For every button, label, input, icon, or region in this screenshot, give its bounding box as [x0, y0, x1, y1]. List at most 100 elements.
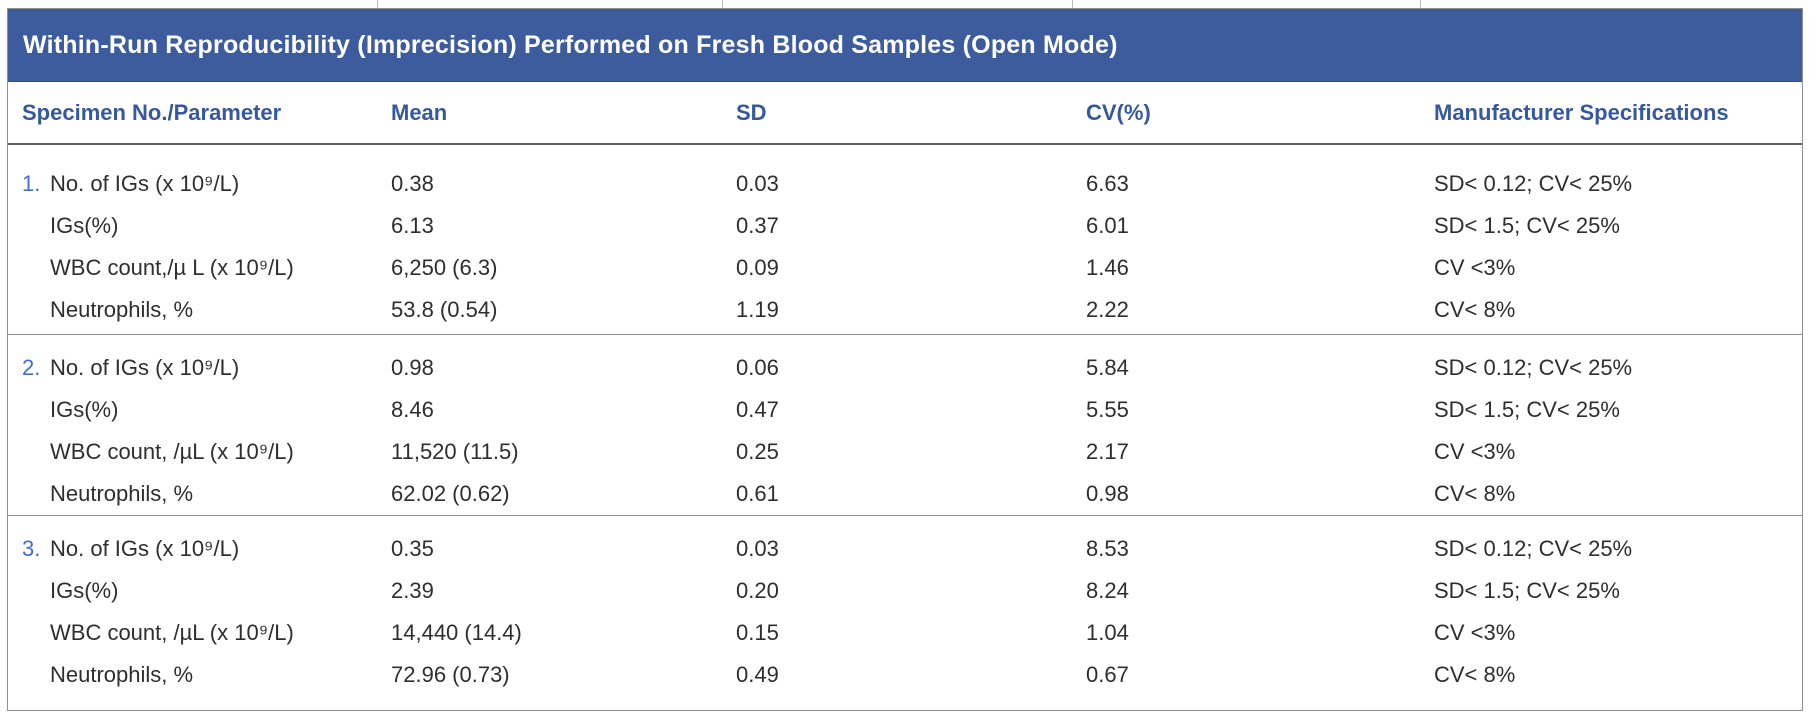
mean-value: 53.8 (0.54) — [391, 297, 498, 322]
spec-value: CV <3% — [1434, 620, 1516, 645]
spec-value: CV <3% — [1434, 439, 1516, 464]
column-header-mean: Mean — [391, 99, 448, 125]
parameter-line: 1. No. of IGs (x 10⁹/L) — [22, 163, 377, 205]
spec-value: SD< 1.5; CV< 25% — [1434, 578, 1620, 603]
parameter-label: WBC count,/µ L (x 10⁹/L) — [50, 255, 294, 280]
reproducibility-table: Within-Run Reproducibility (Imprecision)… — [7, 8, 1803, 711]
table-header-row: Specimen No./Parameter Mean SD CV(%) Man… — [8, 82, 1802, 145]
sd-value: 0.03 — [736, 171, 779, 196]
spec-value: SD< 0.12; CV< 25% — [1434, 171, 1633, 196]
parameter-line: IGs(%) — [22, 205, 377, 247]
parameter-line: Neutrophils, % — [22, 473, 377, 515]
parameter-label: IGs(%) — [50, 578, 119, 603]
sd-value: 0.47 — [736, 397, 779, 422]
spec-value: CV< 8% — [1434, 662, 1516, 687]
specimen-block-3: 3. No. of IGs (x 10⁹/L) IGs(%) WBC count,… — [8, 516, 1802, 714]
spec-value: CV< 8% — [1434, 297, 1516, 322]
parameter-cell: 3. No. of IGs (x 10⁹/L) IGs(%) WBC count,… — [8, 528, 377, 696]
column-header-cv: CV(%) — [1086, 99, 1151, 125]
parameter-line: IGs(%) — [22, 570, 377, 612]
parameter-line: WBC count, /µL (x 10⁹/L) — [22, 431, 377, 473]
parameter-cell: 1. No. of IGs (x 10⁹/L) IGs(%) WBC count,… — [8, 163, 377, 331]
cv-value: 6.01 — [1086, 213, 1129, 238]
specimen-number: 2. — [22, 355, 41, 380]
mean-cell: 0.35 2.39 14,440 (14.4) 72.96 (0.73) — [377, 528, 722, 696]
parameter-label: No. of IGs (x 10⁹/L) — [50, 171, 240, 196]
mean-cell: 0.98 8.46 11,520 (11.5) 62.02 (0.62) — [377, 347, 722, 515]
parameter-line: IGs(%) — [22, 389, 377, 431]
column-border-tick — [1420, 0, 1421, 9]
column-header-spec: Manufacturer Specifications — [1434, 99, 1729, 125]
parameter-line: WBC count,/µ L (x 10⁹/L) — [22, 247, 377, 289]
sd-value: 0.03 — [736, 536, 779, 561]
cv-value: 0.67 — [1086, 662, 1129, 687]
sd-value: 0.09 — [736, 255, 779, 280]
cv-value: 1.46 — [1086, 255, 1129, 280]
spec-value: CV< 8% — [1434, 481, 1516, 506]
table-title-bar: Within-Run Reproducibility (Imprecision)… — [8, 9, 1802, 82]
column-border-tick — [377, 0, 378, 9]
cv-value: 2.17 — [1086, 439, 1129, 464]
sd-cell: 0.03 0.37 0.09 1.19 — [722, 163, 1072, 331]
column-header-parameter: Specimen No./Parameter — [22, 99, 282, 125]
spec-value: SD< 1.5; CV< 25% — [1434, 397, 1620, 422]
mean-value: 62.02 (0.62) — [391, 481, 510, 506]
cv-value: 0.98 — [1086, 481, 1129, 506]
column-header-sd: SD — [736, 99, 767, 125]
mean-value: 0.98 — [391, 355, 434, 380]
mean-value: 6,250 (6.3) — [391, 255, 498, 280]
parameter-line: 2. No. of IGs (x 10⁹/L) — [22, 347, 377, 389]
mean-value: 14,440 (14.4) — [391, 620, 522, 645]
parameter-line: Neutrophils, % — [22, 654, 377, 696]
cv-value: 5.55 — [1086, 397, 1129, 422]
parameter-label: No. of IGs (x 10⁹/L) — [50, 536, 240, 561]
sd-value: 1.19 — [736, 297, 779, 322]
parameter-label: IGs(%) — [50, 213, 119, 238]
column-border-tick — [1072, 0, 1073, 9]
parameter-label: No. of IGs (x 10⁹/L) — [50, 355, 240, 380]
cv-value: 2.22 — [1086, 297, 1129, 322]
mean-value: 0.35 — [391, 536, 434, 561]
spec-cell: SD< 0.12; CV< 25% SD< 1.5; CV< 25% CV <3… — [1420, 347, 1802, 515]
sd-cell: 0.03 0.20 0.15 0.49 — [722, 528, 1072, 696]
table-title: Within-Run Reproducibility (Imprecision)… — [23, 30, 1118, 59]
mean-cell: 0.38 6.13 6,250 (6.3) 53.8 (0.54) — [377, 163, 722, 331]
mean-value: 0.38 — [391, 171, 434, 196]
sd-value: 0.49 — [736, 662, 779, 687]
spec-cell: SD< 0.12; CV< 25% SD< 1.5; CV< 25% CV <3… — [1420, 163, 1802, 331]
parameter-line: WBC count, /µL (x 10⁹/L) — [22, 612, 377, 654]
specimen-number: 3. — [22, 536, 41, 561]
parameter-line: Neutrophils, % — [22, 289, 377, 331]
mean-value: 8.46 — [391, 397, 434, 422]
parameter-label: Neutrophils, % — [50, 662, 194, 687]
sd-value: 0.06 — [736, 355, 779, 380]
mean-value: 2.39 — [391, 578, 434, 603]
sd-value: 0.37 — [736, 213, 779, 238]
sd-value: 0.61 — [736, 481, 779, 506]
mean-value: 11,520 (11.5) — [391, 439, 519, 464]
spec-value: SD< 1.5; CV< 25% — [1434, 213, 1620, 238]
parameter-label: WBC count, /µL (x 10⁹/L) — [50, 439, 294, 464]
parameter-line: 3. No. of IGs (x 10⁹/L) — [22, 528, 377, 570]
sd-cell: 0.06 0.47 0.25 0.61 — [722, 347, 1072, 515]
cv-cell: 5.84 5.55 2.17 0.98 — [1072, 347, 1420, 515]
specimen-block-1: 1. No. of IGs (x 10⁹/L) IGs(%) WBC count,… — [8, 145, 1802, 335]
spec-value: SD< 0.12; CV< 25% — [1434, 355, 1633, 380]
specimen-number: 1. — [22, 171, 41, 196]
parameter-label: Neutrophils, % — [50, 297, 194, 322]
parameter-label: IGs(%) — [50, 397, 119, 422]
sd-value: 0.15 — [736, 620, 779, 645]
cv-value: 5.84 — [1086, 355, 1129, 380]
cv-value: 1.04 — [1086, 620, 1129, 645]
parameter-label: Neutrophils, % — [50, 481, 194, 506]
specimen-block-2: 2. No. of IGs (x 10⁹/L) IGs(%) WBC count,… — [8, 335, 1802, 516]
spec-value: CV <3% — [1434, 255, 1516, 280]
spec-cell: SD< 0.12; CV< 25% SD< 1.5; CV< 25% CV <3… — [1420, 528, 1802, 696]
spec-value: SD< 0.12; CV< 25% — [1434, 536, 1633, 561]
cv-value: 8.53 — [1086, 536, 1129, 561]
cv-cell: 6.63 6.01 1.46 2.22 — [1072, 163, 1420, 331]
cv-value: 6.63 — [1086, 171, 1129, 196]
parameter-cell: 2. No. of IGs (x 10⁹/L) IGs(%) WBC count,… — [8, 347, 377, 515]
column-border-tick — [722, 0, 723, 9]
